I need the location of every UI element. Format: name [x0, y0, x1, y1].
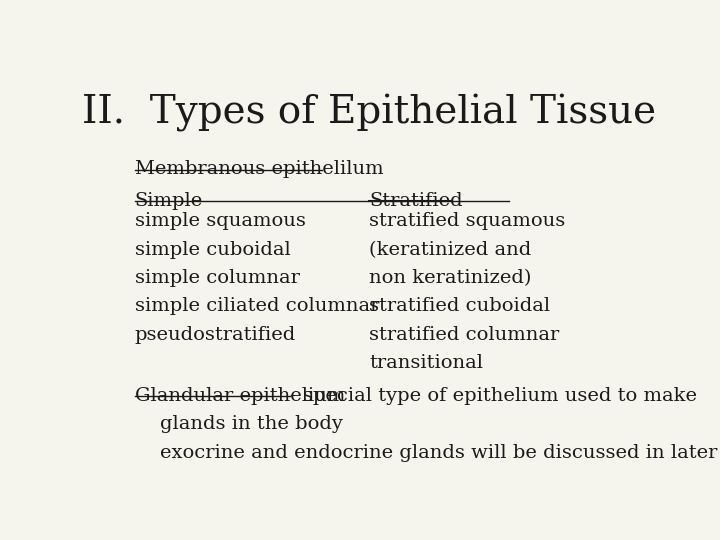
Text: transitional: transitional — [369, 354, 483, 372]
Text: Membranous epithelilum: Membranous epithelilum — [135, 160, 383, 178]
Text: non keratinized): non keratinized) — [369, 269, 531, 287]
Text: Stratified: Stratified — [369, 192, 463, 210]
Text: simple columnar: simple columnar — [135, 269, 300, 287]
Text: exocrine and endocrine glands will be discussed in later chapters: exocrine and endocrine glands will be di… — [135, 443, 720, 462]
Text: (keratinized and: (keratinized and — [369, 241, 531, 259]
Text: II.  Types of Epithelial Tissue: II. Types of Epithelial Tissue — [82, 94, 656, 132]
Text: stratified cuboidal: stratified cuboidal — [369, 297, 550, 315]
Text: Simple: Simple — [135, 192, 203, 210]
Text: stratified columnar: stratified columnar — [369, 326, 559, 343]
Text: pseudostratified: pseudostratified — [135, 326, 296, 343]
Text: simple squamous: simple squamous — [135, 212, 305, 231]
Text: stratified squamous: stratified squamous — [369, 212, 565, 231]
Text: simple ciliated columnar: simple ciliated columnar — [135, 297, 379, 315]
Text: - special type of epithelium used to make: - special type of epithelium used to mak… — [289, 387, 697, 405]
Text: glands in the body: glands in the body — [135, 415, 343, 433]
Text: Glandular epithelium: Glandular epithelium — [135, 387, 345, 405]
Text: simple cuboidal: simple cuboidal — [135, 241, 290, 259]
